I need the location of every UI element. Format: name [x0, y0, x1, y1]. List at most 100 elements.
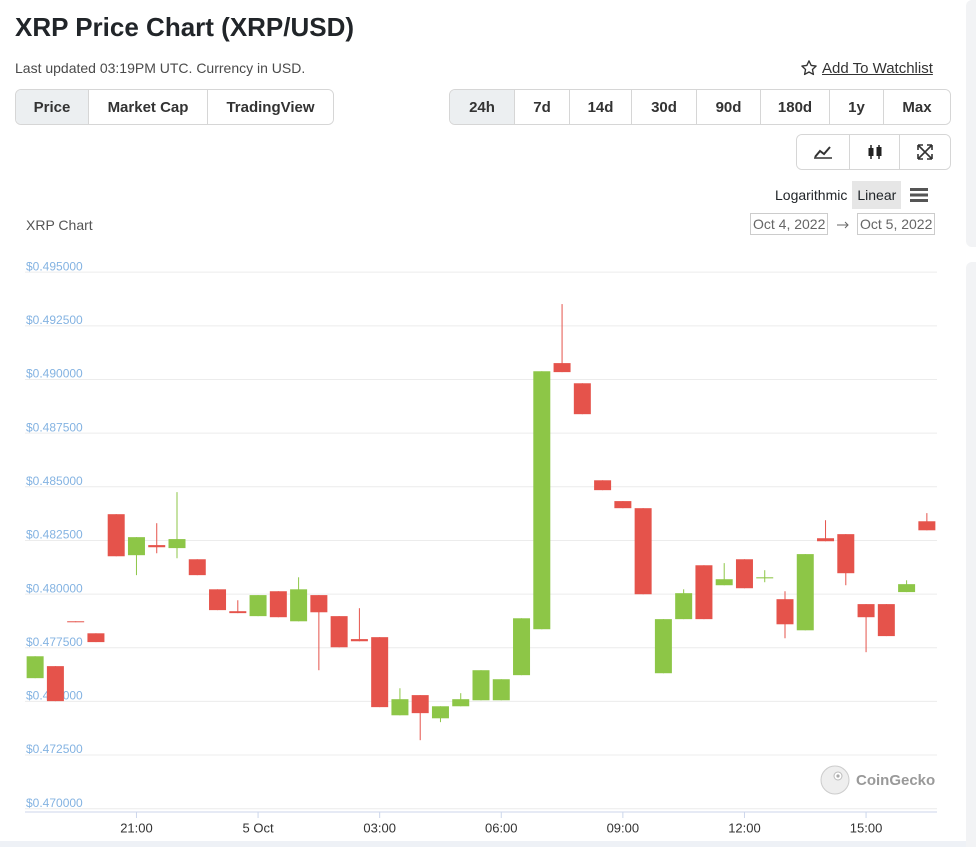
- candle-body: [675, 593, 693, 620]
- candle-body: [715, 579, 733, 586]
- candle-body: [290, 589, 308, 622]
- x-tick-label: 09:00: [607, 820, 640, 835]
- candle-body: [391, 699, 409, 716]
- range-button[interactable]: 180d: [761, 90, 830, 124]
- candle-body: [452, 699, 470, 707]
- candle-body: [837, 534, 855, 574]
- side-panel: [966, 262, 976, 847]
- candle-body: [209, 589, 227, 611]
- watchlist-text: Add To Watchlist: [822, 59, 933, 77]
- candle-chart-button[interactable]: [850, 135, 900, 169]
- date-to[interactable]: Oct 5, 2022: [857, 213, 936, 235]
- y-tick-label: $0.495000: [26, 259, 83, 273]
- candle-body: [431, 706, 449, 719]
- watermark: CoinGecko: [820, 765, 935, 795]
- y-tick-label: $0.492500: [26, 313, 83, 327]
- line-chart-button[interactable]: [797, 135, 850, 169]
- updated-note: Last updated 03:19PM UTC. Currency in US…: [15, 60, 306, 76]
- candle-body: [492, 679, 510, 701]
- menu-icon[interactable]: [901, 185, 931, 205]
- candle-body: [634, 508, 652, 595]
- x-tick-label: 5 Oct: [243, 820, 274, 835]
- candle-body: [756, 577, 774, 579]
- candle-body: [371, 637, 389, 708]
- line-icon: [814, 146, 832, 159]
- range-arrow: [837, 221, 849, 229]
- candle-body: [249, 595, 267, 617]
- range-button[interactable]: 30d: [632, 90, 697, 124]
- candle-body: [553, 363, 571, 373]
- y-tick-label: $0.487500: [26, 420, 83, 434]
- scale-option[interactable]: Linear: [852, 181, 902, 209]
- x-tick-label: 15:00: [850, 820, 883, 835]
- page-title: XRP Price Chart (XRP/USD): [15, 12, 355, 42]
- candle-body: [148, 545, 166, 548]
- candle-body: [350, 639, 368, 642]
- y-tick-label: $0.480000: [26, 581, 83, 595]
- fullscreen-button[interactable]: [900, 135, 950, 169]
- y-tick-label: $0.472500: [26, 742, 83, 756]
- range-button[interactable]: 90d: [697, 90, 761, 124]
- tab[interactable]: TradingView: [208, 90, 333, 124]
- side-panel: [966, 0, 976, 247]
- candle-body: [87, 633, 105, 643]
- date-from[interactable]: Oct 4, 2022: [750, 213, 829, 235]
- y-tick-label: $0.490000: [26, 367, 83, 381]
- candle-body: [654, 619, 672, 674]
- candle-body: [168, 539, 186, 549]
- watermark-text: CoinGecko: [856, 771, 936, 789]
- candle-icon: [868, 145, 881, 159]
- x-tick-label: 03:00: [363, 820, 396, 835]
- candle-body: [188, 559, 206, 576]
- candle-body: [573, 383, 591, 415]
- tab-group: Price Market Cap TradingView: [15, 89, 334, 125]
- candle-body: [26, 656, 44, 679]
- y-tick-label: $0.470000: [26, 796, 83, 810]
- scale-toggle: Logarithmic Linear: [770, 181, 931, 209]
- candle-body: [513, 618, 531, 676]
- x-tick-label: 06:00: [485, 820, 518, 835]
- range-button[interactable]: 7d: [515, 90, 570, 124]
- candle-body: [127, 537, 145, 556]
- candle-body: [107, 514, 125, 557]
- x-tick-label: 21:00: [120, 820, 153, 835]
- bottom-bar: [0, 841, 966, 847]
- candle-body: [614, 501, 632, 509]
- candle-body: [918, 521, 936, 531]
- chart-type-group: [796, 134, 951, 170]
- range-button[interactable]: 1y: [830, 90, 884, 124]
- candle-body: [411, 695, 429, 714]
- candle-body: [796, 554, 814, 631]
- candle-body: [695, 565, 713, 620]
- candle-body: [594, 480, 612, 491]
- range-button[interactable]: 14d: [570, 90, 632, 124]
- candle-body: [533, 371, 551, 630]
- candle-body: [857, 604, 875, 618]
- watchlist-link[interactable]: Add To Watchlist: [800, 59, 933, 77]
- candle-body: [817, 538, 835, 542]
- candle-body: [229, 611, 247, 614]
- chart-title: XRP Chart: [26, 217, 93, 233]
- candle-body: [269, 591, 287, 618]
- range-button[interactable]: 24h: [450, 90, 515, 124]
- candle-body: [67, 621, 85, 623]
- candle-body: [735, 559, 753, 589]
- candle-body: [877, 604, 895, 637]
- candle-body: [330, 616, 348, 648]
- range-group: 24h 7d 14d 30d 90d 180d 1y Max: [449, 89, 951, 125]
- tab[interactable]: Market Cap: [89, 90, 208, 124]
- y-tick-label: $0.485000: [26, 474, 83, 488]
- range-button[interactable]: Max: [884, 90, 950, 124]
- candle-body: [310, 595, 328, 613]
- candle-body: [898, 584, 916, 593]
- fullscreen-icon: [917, 144, 933, 160]
- tab[interactable]: Price: [16, 90, 89, 124]
- y-tick-label: $0.482500: [26, 528, 83, 542]
- scale-option[interactable]: Logarithmic: [775, 187, 848, 203]
- candle-body: [776, 599, 794, 625]
- watermark-logo: [820, 765, 850, 795]
- x-tick-label: 12:00: [728, 820, 761, 835]
- star-icon: [801, 60, 817, 76]
